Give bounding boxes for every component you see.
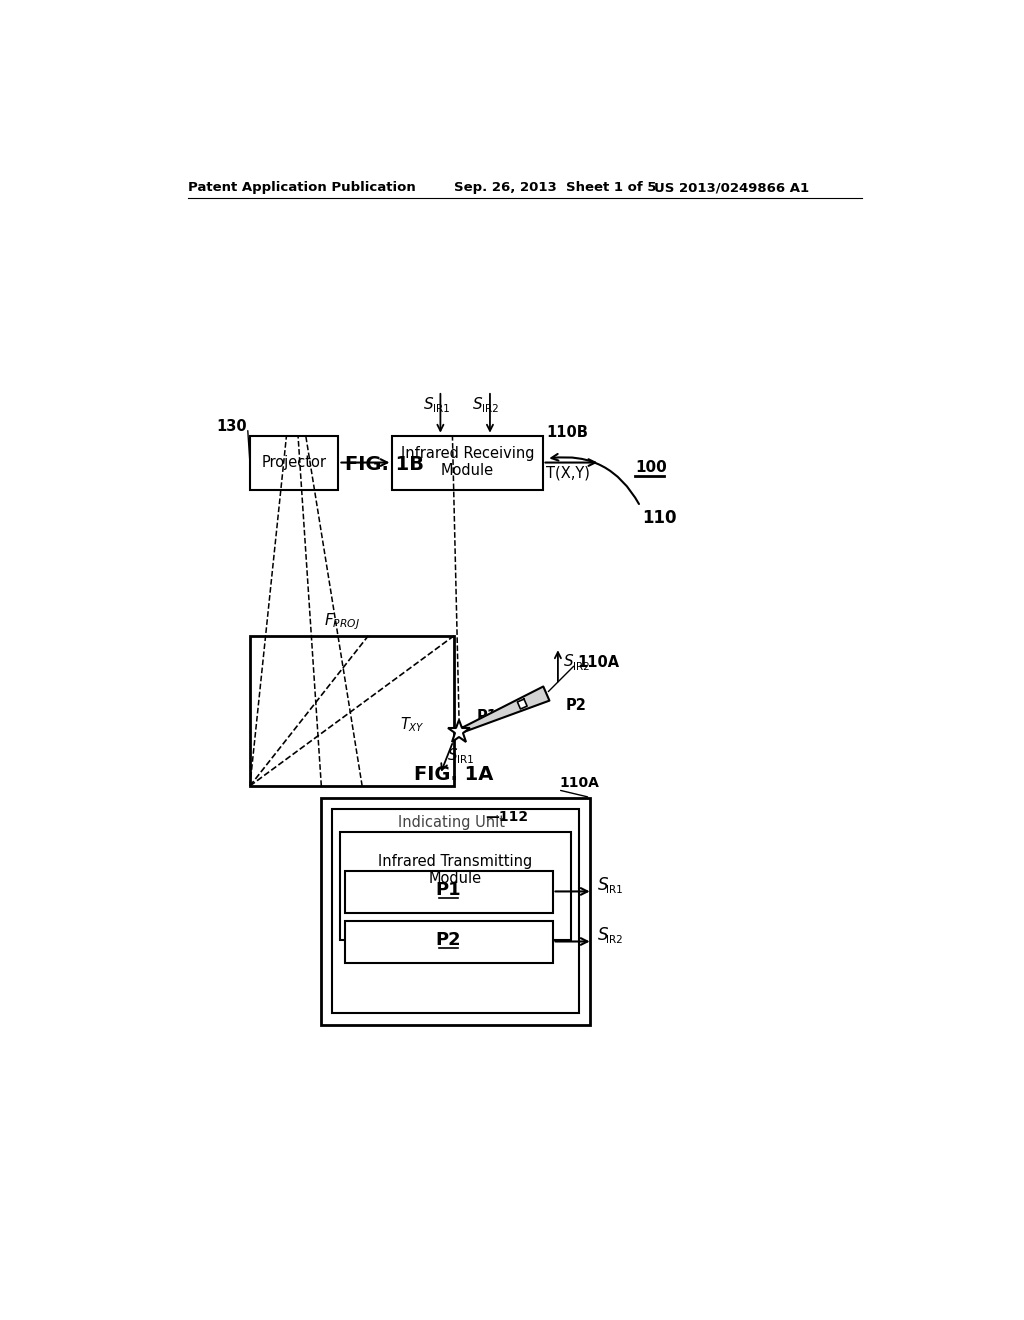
- Text: P1: P1: [476, 709, 498, 725]
- Text: S: S: [598, 927, 608, 944]
- Text: Module: Module: [429, 871, 482, 886]
- Bar: [340, 832, 571, 940]
- Polygon shape: [517, 700, 527, 709]
- Text: S: S: [564, 655, 573, 669]
- Text: 110A: 110A: [559, 776, 599, 789]
- Text: IR2: IR2: [573, 661, 590, 672]
- Text: IR1: IR1: [606, 884, 624, 895]
- Text: 100: 100: [635, 461, 667, 475]
- Text: 110B: 110B: [547, 425, 588, 440]
- Text: S: S: [424, 397, 433, 412]
- Text: US 2013/0249866 A1: US 2013/0249866 A1: [654, 181, 809, 194]
- Text: IR1: IR1: [433, 404, 450, 414]
- Text: Indicating Unit: Indicating Unit: [397, 816, 505, 830]
- Text: IR2: IR2: [606, 935, 624, 945]
- Text: 110A: 110A: [578, 655, 620, 671]
- Text: Infrared Transmitting: Infrared Transmitting: [379, 854, 532, 869]
- Text: $F_{PROJ}$: $F_{PROJ}$: [324, 611, 359, 632]
- Bar: [250, 636, 454, 785]
- Bar: [321, 797, 590, 1024]
- Text: FIG. 1B: FIG. 1B: [345, 455, 424, 474]
- Text: P2: P2: [565, 697, 587, 713]
- Text: P2: P2: [436, 931, 462, 949]
- Text: P1: P1: [436, 880, 462, 899]
- Text: Patent Application Publication: Patent Application Publication: [188, 181, 416, 194]
- Bar: [392, 436, 543, 490]
- Text: Infrared Receiving: Infrared Receiving: [400, 446, 535, 461]
- Text: 110: 110: [643, 510, 677, 527]
- Text: T(X,Y): T(X,Y): [547, 466, 590, 480]
- Text: IR1: IR1: [457, 755, 474, 764]
- Text: S: S: [447, 747, 458, 763]
- Bar: [333, 809, 579, 1014]
- Text: IR2: IR2: [482, 404, 499, 414]
- Text: Sep. 26, 2013  Sheet 1 of 5: Sep. 26, 2013 Sheet 1 of 5: [454, 181, 656, 194]
- Text: FIG. 1A: FIG. 1A: [415, 764, 494, 784]
- Text: —112: —112: [484, 809, 528, 824]
- Bar: [250, 436, 339, 490]
- Text: S: S: [473, 397, 482, 412]
- Text: Projector: Projector: [262, 455, 327, 470]
- Text: S: S: [598, 876, 608, 894]
- Polygon shape: [462, 686, 550, 731]
- Bar: [345, 921, 553, 964]
- Bar: [345, 871, 553, 913]
- Text: 130: 130: [216, 418, 247, 434]
- Text: $T_{XY}$: $T_{XY}$: [399, 715, 425, 734]
- Text: Module: Module: [441, 463, 494, 478]
